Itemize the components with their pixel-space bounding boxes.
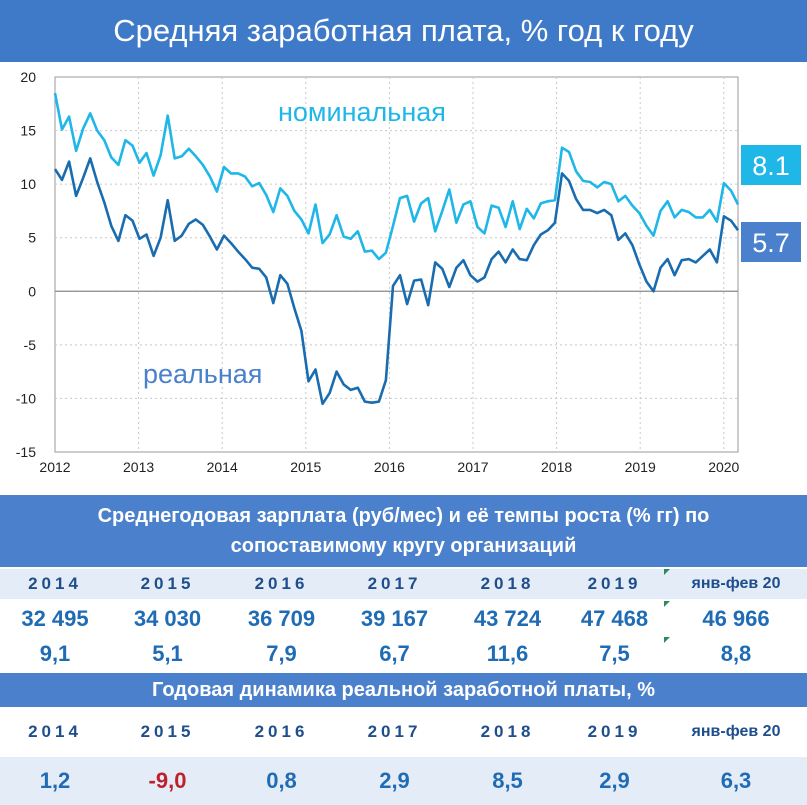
salary-row: 32 495 34 030 36 709 39 167 43 724 47 468 46 9… — [0, 601, 807, 637]
real-wage-row: 1,2 -9,0 0,8 2,9 8,5 2,9 6,3 — [0, 757, 807, 805]
section1-title: Среднегодовая зарплата (руб/мес) и её те… — [0, 495, 807, 567]
year-cell-4: 2018 — [480, 574, 535, 593]
x-tick-label: 2012 — [39, 459, 70, 475]
real-cell-2: 0,8 — [266, 768, 297, 793]
year2-cell-2: 2016 — [254, 722, 309, 741]
x-tick-label: 2014 — [207, 459, 238, 475]
year-cell-0: 2014 — [28, 574, 82, 593]
series-label-nominal: номинальная — [278, 97, 446, 127]
y-tick-label: 0 — [28, 283, 36, 299]
growth-cell-0: 9,1 — [39, 641, 71, 666]
year2-cell-1: 2015 — [140, 722, 195, 741]
year2-cell-0: 2014 — [28, 722, 82, 741]
real-cell-0: 1,2 — [39, 768, 71, 793]
series-line-real — [53, 157, 740, 406]
salary-cell-5: 47 468 — [580, 606, 649, 631]
real-cell-3: 2,9 — [379, 768, 410, 793]
year2-cell-5: 2019 — [587, 722, 642, 741]
growth-cell-1: 5,1 — [152, 641, 183, 666]
growth-cell-3: 6,7 — [379, 641, 410, 666]
real-cell-1: -9,0 — [148, 768, 187, 793]
series-line-nominal — [53, 92, 740, 261]
salary-cell-3: 39 167 — [360, 606, 429, 631]
end-value-nominal: 8.1 — [752, 151, 790, 181]
cell-flag-icon — [664, 601, 670, 607]
y-tick-label: 5 — [28, 230, 36, 246]
cell-flag-icon — [664, 637, 670, 643]
growth-cell-4: 11,6 — [486, 641, 529, 666]
growth-cell-6: 8,8 — [720, 641, 752, 666]
year2-cell-6: янв-фев 20 — [691, 723, 781, 740]
year-cell-2: 2016 — [254, 574, 309, 593]
cell-flag-icon — [664, 569, 670, 575]
header-bar: Средняя заработная плата, % год к году — [0, 0, 807, 62]
real-cell-4: 8,5 — [492, 768, 523, 793]
year2-cell-4: 2018 — [480, 722, 535, 741]
year2-cell-3: 2017 — [367, 722, 422, 741]
end-value-real: 5.7 — [752, 228, 790, 258]
x-tick-label: 2020 — [708, 459, 739, 475]
real-cell-5: 2,9 — [599, 768, 630, 793]
real-cell-6: 6,3 — [720, 768, 752, 793]
series-label-real: реальная — [143, 359, 262, 389]
section1-title-line2: сопоставимому кругу организаций — [230, 535, 577, 557]
y-tick-label: 15 — [20, 123, 36, 139]
end-value-nominal-box — [741, 145, 801, 185]
growth-row: 9,1 5,1 7,9 6,7 11,6 7,5 8,8 — [0, 637, 807, 671]
growth-cell-5: 7,5 — [599, 641, 630, 666]
x-tick-label: 2017 — [457, 459, 488, 475]
salary-cell-0: 32 495 — [21, 606, 89, 631]
salary-cell-1: 34 030 — [133, 606, 202, 631]
year-cell-1: 2015 — [140, 574, 195, 593]
y-tick-label: -15 — [16, 444, 36, 460]
salary-cell-2: 36 709 — [247, 606, 316, 631]
x-tick-label: 2018 — [541, 459, 572, 475]
section2-title: Годовая динамика реальной заработной пла… — [0, 673, 807, 707]
data-table: Среднегодовая зарплата (руб/мес) и её те… — [0, 495, 807, 805]
y-tick-label: 20 — [20, 69, 36, 85]
y-tick-label: -5 — [24, 337, 37, 353]
years-row: 2014 2015 2016 2017 2018 2019 янв-фев 20 — [0, 569, 807, 599]
end-value-real-box — [741, 222, 801, 262]
x-tick-label: 2015 — [290, 459, 321, 475]
page-title: Средняя заработная плата, % год к году — [113, 13, 694, 48]
x-tick-label: 2019 — [625, 459, 656, 475]
y-tick-label: 10 — [20, 176, 36, 192]
year-cell-6: янв-фев 20 — [691, 575, 781, 592]
years-row-2: 2014 2015 2016 2017 2018 2019 янв-фев 20 — [0, 709, 807, 755]
year-cell-3: 2017 — [367, 574, 422, 593]
x-tick-label: 2016 — [374, 459, 405, 475]
growth-cell-2: 7,9 — [266, 641, 297, 666]
salary-cell-6: 46 966 — [702, 606, 770, 631]
y-tick-label: -10 — [16, 390, 36, 406]
line-chart: 20 15 10 5 0 -5 -10 -15 2012 2013 2014 2015 2016 2017… — [0, 62, 807, 495]
section1-title-line1: Среднегодовая зарплата (руб/мес) и её те… — [97, 505, 710, 527]
x-tick-label: 2013 — [123, 459, 154, 475]
year-cell-5: 2019 — [587, 574, 642, 593]
plot-border — [54, 76, 739, 453]
salary-cell-4: 43 724 — [473, 606, 542, 631]
